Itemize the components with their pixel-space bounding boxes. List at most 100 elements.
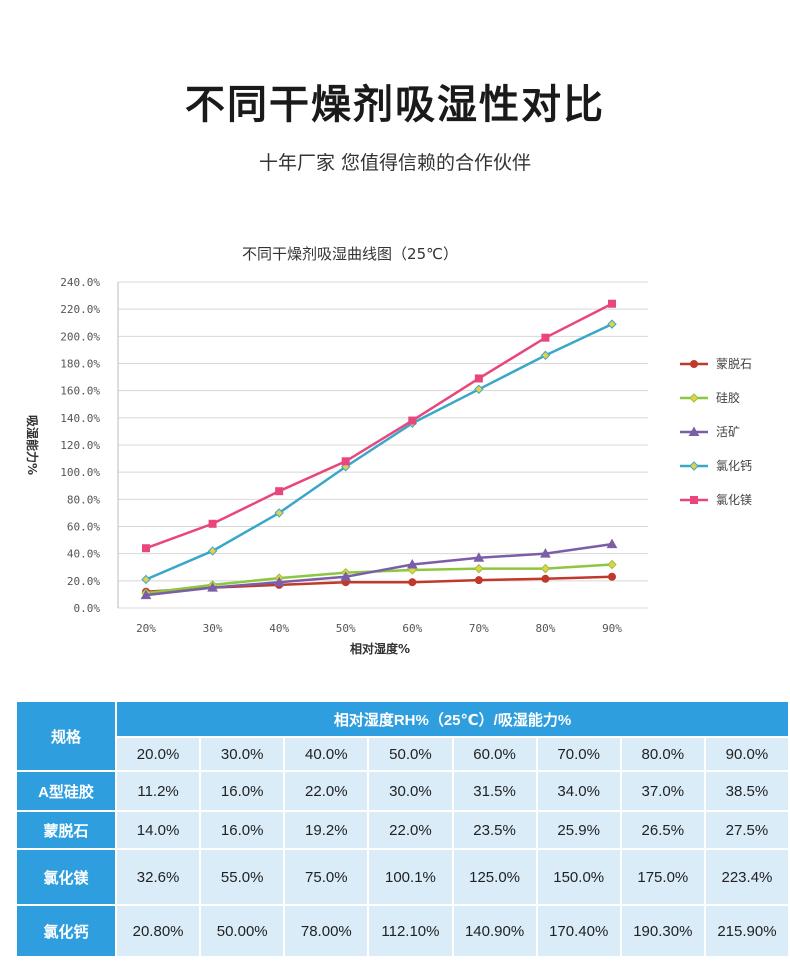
data-point bbox=[473, 552, 485, 562]
y-tick-label: 40.0% bbox=[67, 548, 100, 561]
row-label: 氯化钙 bbox=[15, 904, 117, 958]
x-tick-label: 30% bbox=[203, 622, 223, 635]
value-cell: 190.30% bbox=[619, 904, 706, 958]
spec-header: 规格 bbox=[15, 700, 117, 772]
data-point bbox=[207, 582, 218, 592]
y-axis-label: 吸湿能力% bbox=[25, 415, 40, 475]
value-cell: 223.4% bbox=[703, 848, 790, 906]
series-line bbox=[145, 302, 613, 550]
value-cell: 22.0% bbox=[367, 810, 454, 850]
value-cell: 100.1% bbox=[367, 848, 454, 906]
legend-item: 氯化镁 bbox=[680, 493, 752, 507]
value-cell: 11.2% bbox=[114, 770, 202, 812]
row-label: A型硅胶 bbox=[15, 770, 117, 812]
y-tick-label: 120.0% bbox=[60, 439, 100, 452]
data-point bbox=[606, 538, 618, 549]
x-tick-label: 80% bbox=[535, 622, 555, 635]
data-point bbox=[340, 571, 352, 581]
x-axis-ticks: 20% 30% 40% 50% 60% 70% 80% 90% bbox=[136, 622, 622, 635]
value-cell: 50.00% bbox=[199, 904, 286, 958]
x-axis-label: 相对湿度% bbox=[350, 641, 410, 656]
value-cell: 23.5% bbox=[451, 810, 538, 850]
data-point bbox=[540, 563, 551, 574]
y-tick-label: 220.0% bbox=[60, 303, 100, 316]
y-tick-label: 0.0% bbox=[74, 602, 101, 615]
data-point bbox=[275, 487, 284, 496]
page-title: 不同干燥剂吸湿性对比 bbox=[185, 82, 605, 128]
series-line bbox=[145, 322, 613, 581]
humidity-header: 相对湿度RH%（25℃）/吸湿能力% bbox=[115, 700, 790, 738]
humidity-absorption-chart: 不同干燥剂吸湿曲线图（25℃） 0.0% 20.0% 40.0% 60.0% 80.0%… bbox=[25, 245, 752, 656]
value-cell: 150.0% bbox=[535, 848, 622, 906]
value-cell: 19.2% bbox=[283, 810, 370, 850]
humidity-cell: 70.0% bbox=[535, 736, 622, 772]
data-point bbox=[341, 457, 350, 466]
data-point bbox=[207, 546, 218, 556]
value-cell: 175.0% bbox=[619, 848, 706, 906]
table-row: 氯化镁 32.6% 55.0% 75.0% 100.1% 125.0% 150.0% 175.… bbox=[15, 848, 790, 906]
value-cell: 16.0% bbox=[199, 770, 286, 812]
y-tick-label: 160.0% bbox=[60, 385, 100, 398]
value-cell: 27.5% bbox=[703, 810, 790, 850]
legend-item: 氯化钙 bbox=[680, 459, 752, 473]
series-3 bbox=[141, 319, 617, 585]
value-cell: 32.6% bbox=[114, 848, 202, 906]
chart-grid bbox=[117, 281, 648, 609]
x-tick-label: 90% bbox=[602, 622, 622, 635]
humidity-cell: 80.0% bbox=[619, 736, 706, 772]
y-tick-label: 200.0% bbox=[60, 330, 100, 343]
y-tick-label: 180.0% bbox=[60, 358, 100, 371]
value-cell: 31.5% bbox=[451, 770, 538, 812]
data-point bbox=[689, 393, 699, 403]
chart-series bbox=[140, 299, 618, 600]
data-point bbox=[540, 548, 551, 558]
value-cell: 38.5% bbox=[703, 770, 790, 812]
legend-label: 蒙脱石 bbox=[716, 356, 752, 371]
data-point bbox=[474, 563, 484, 574]
data-point bbox=[689, 461, 699, 471]
value-cell: 78.00% bbox=[283, 904, 370, 958]
data-point bbox=[142, 544, 150, 553]
value-cell: 34.0% bbox=[535, 770, 622, 812]
y-tick-label: 240.0% bbox=[60, 276, 100, 289]
humidity-cell: 90.0% bbox=[703, 736, 790, 772]
row-label: 氯化镁 bbox=[15, 848, 117, 906]
value-cell: 55.0% bbox=[199, 848, 286, 906]
legend-item: 活矿 bbox=[680, 425, 740, 439]
y-tick-label: 60.0% bbox=[67, 521, 100, 534]
data-point bbox=[607, 559, 617, 570]
value-cell: 170.40% bbox=[535, 904, 622, 958]
spec-table: 规格 相对湿度RH%（25℃）/吸湿能力% 20.0% 30.0% 40.0% 50.… bbox=[15, 700, 790, 958]
legend-label: 活矿 bbox=[716, 425, 740, 439]
data-point bbox=[690, 360, 698, 368]
table-row: 蒙脱石 14.0% 16.0% 19.2% 22.0% 23.5% 25.9% 26.5% 27… bbox=[15, 810, 790, 850]
value-cell: 30.0% bbox=[367, 770, 454, 812]
value-cell: 20.80% bbox=[114, 904, 202, 958]
data-point bbox=[608, 299, 616, 308]
data-point bbox=[540, 350, 551, 361]
row-label: 蒙脱石 bbox=[15, 810, 117, 850]
legend-item: 蒙脱石 bbox=[680, 356, 752, 371]
legend-label: 硅胶 bbox=[716, 390, 740, 405]
humidity-cell: 50.0% bbox=[367, 736, 454, 772]
value-cell: 16.0% bbox=[199, 810, 286, 850]
y-tick-label: 100.0% bbox=[60, 466, 100, 479]
table-row: 氯化钙 20.80% 50.00% 78.00% 112.10% 140.90% 170.4… bbox=[15, 904, 790, 958]
humidity-cell: 60.0% bbox=[451, 736, 538, 772]
y-tick-label: 80.0% bbox=[67, 493, 100, 506]
humidity-cell: 20.0% bbox=[114, 736, 202, 772]
data-point bbox=[474, 576, 483, 585]
value-cell: 75.0% bbox=[283, 848, 370, 906]
data-point bbox=[688, 426, 700, 436]
y-axis-ticks: 0.0% 20.0% 40.0% 60.0% 80.0% 100.0% 120.0% 140.… bbox=[60, 276, 100, 615]
series-line bbox=[145, 542, 613, 597]
series-4 bbox=[142, 299, 616, 553]
legend-label: 氯化镁 bbox=[716, 493, 752, 507]
page-subtitle: 十年厂家 您值得信赖的合作伙伴 bbox=[258, 152, 532, 174]
data-point bbox=[541, 574, 550, 583]
value-cell: 125.0% bbox=[451, 848, 538, 906]
value-cell: 26.5% bbox=[619, 810, 706, 850]
table-row: A型硅胶 11.2% 16.0% 22.0% 30.0% 31.5% 34.0% 37.0% 3… bbox=[15, 770, 790, 812]
value-cell: 14.0% bbox=[114, 810, 202, 850]
data-point bbox=[208, 519, 217, 528]
